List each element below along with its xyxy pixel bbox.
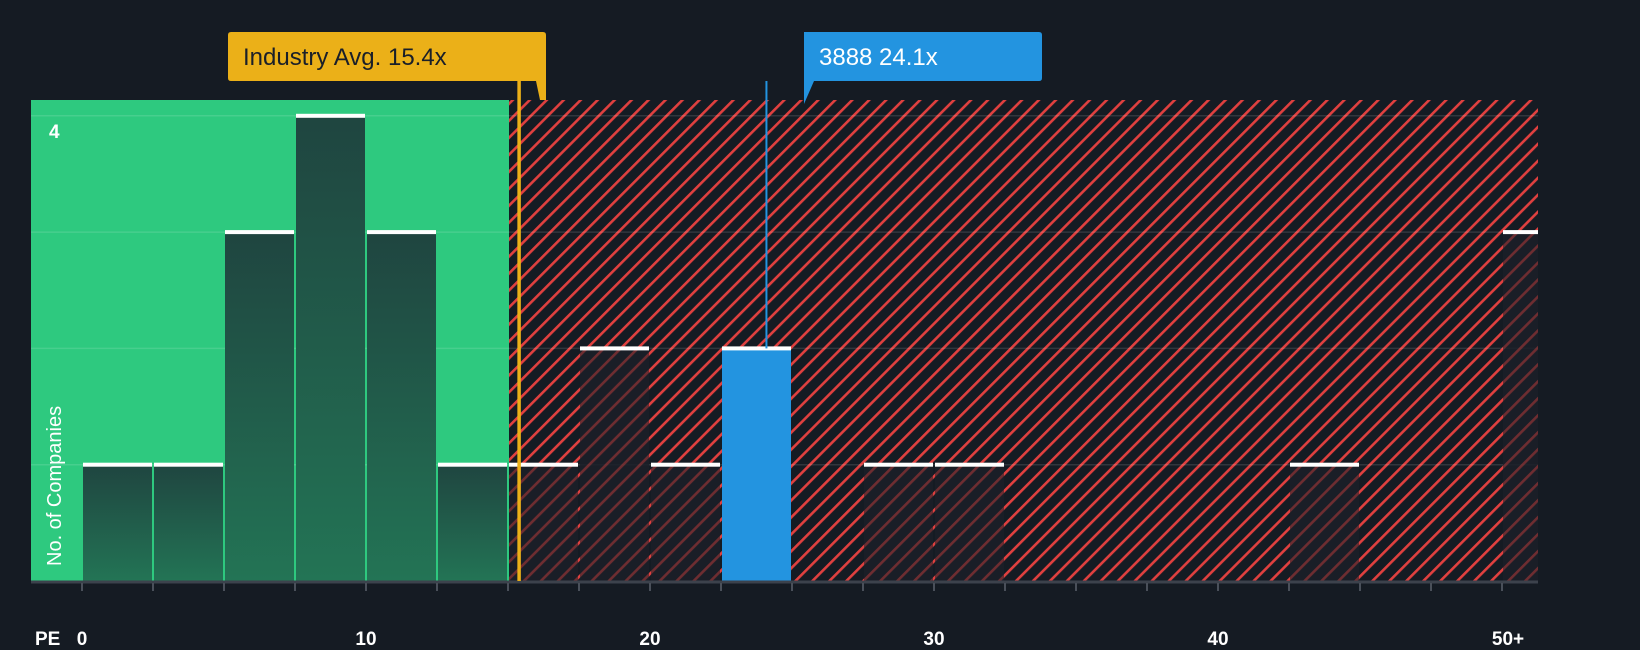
bar-cap (1290, 462, 1359, 467)
x-tick-label: 50+ (1492, 629, 1524, 650)
bar-cap (651, 462, 720, 467)
industry-average-line (517, 81, 521, 581)
bar-cap (722, 346, 791, 351)
x-tick-label: 30 (923, 629, 944, 650)
histogram-bar (367, 232, 436, 581)
histogram-bar (1290, 464, 1359, 581)
bar-cap (154, 462, 223, 467)
histogram-bar (225, 232, 294, 581)
bar-cap (225, 230, 294, 235)
bar-cap (296, 113, 365, 118)
histogram-bar (438, 464, 507, 581)
histogram-bar (935, 464, 1004, 581)
bar-cap (83, 462, 152, 467)
bar-cap (580, 346, 649, 351)
x-axis: 0 10 20 30 40 50+ (31, 580, 1538, 650)
bar-cap (438, 462, 507, 467)
histogram-bar (83, 464, 152, 581)
bar-cap (864, 462, 933, 467)
x-tick-label: 0 (77, 629, 88, 650)
company-callout: 3888 24.1x (804, 32, 1042, 104)
histogram-bars (83, 113, 1538, 581)
industry-average-callout: Industry Avg. 15.4x (228, 32, 546, 100)
bar-cap (367, 230, 436, 235)
x-axis-label-pe: PE (35, 629, 60, 650)
industry-callout-label: Industry Avg. 15.4x (243, 44, 447, 71)
reference-markers (517, 81, 768, 581)
histogram-bar (864, 464, 933, 581)
y-axis-label: No. of Companies (44, 406, 66, 566)
highlighted-bar (722, 348, 791, 581)
x-tick-label: 10 (355, 629, 376, 650)
histogram-bar (651, 464, 720, 581)
industry-callout-box (228, 32, 546, 100)
company-callout-label: 3888 24.1x (819, 44, 938, 71)
bar-cap (509, 462, 578, 467)
histogram-bar (154, 464, 223, 581)
y-max-tick-label: 4 (49, 122, 60, 143)
company-pe-line (765, 81, 768, 349)
company-callout-box (804, 32, 1042, 104)
bar-cap (1503, 230, 1538, 235)
histogram-bar (1503, 232, 1538, 581)
histogram-bar (580, 348, 649, 581)
bar-cap (935, 462, 1004, 467)
histogram-bar (296, 115, 365, 581)
x-tick-label: 20 (639, 629, 660, 650)
x-tick-label: 40 (1207, 629, 1228, 650)
